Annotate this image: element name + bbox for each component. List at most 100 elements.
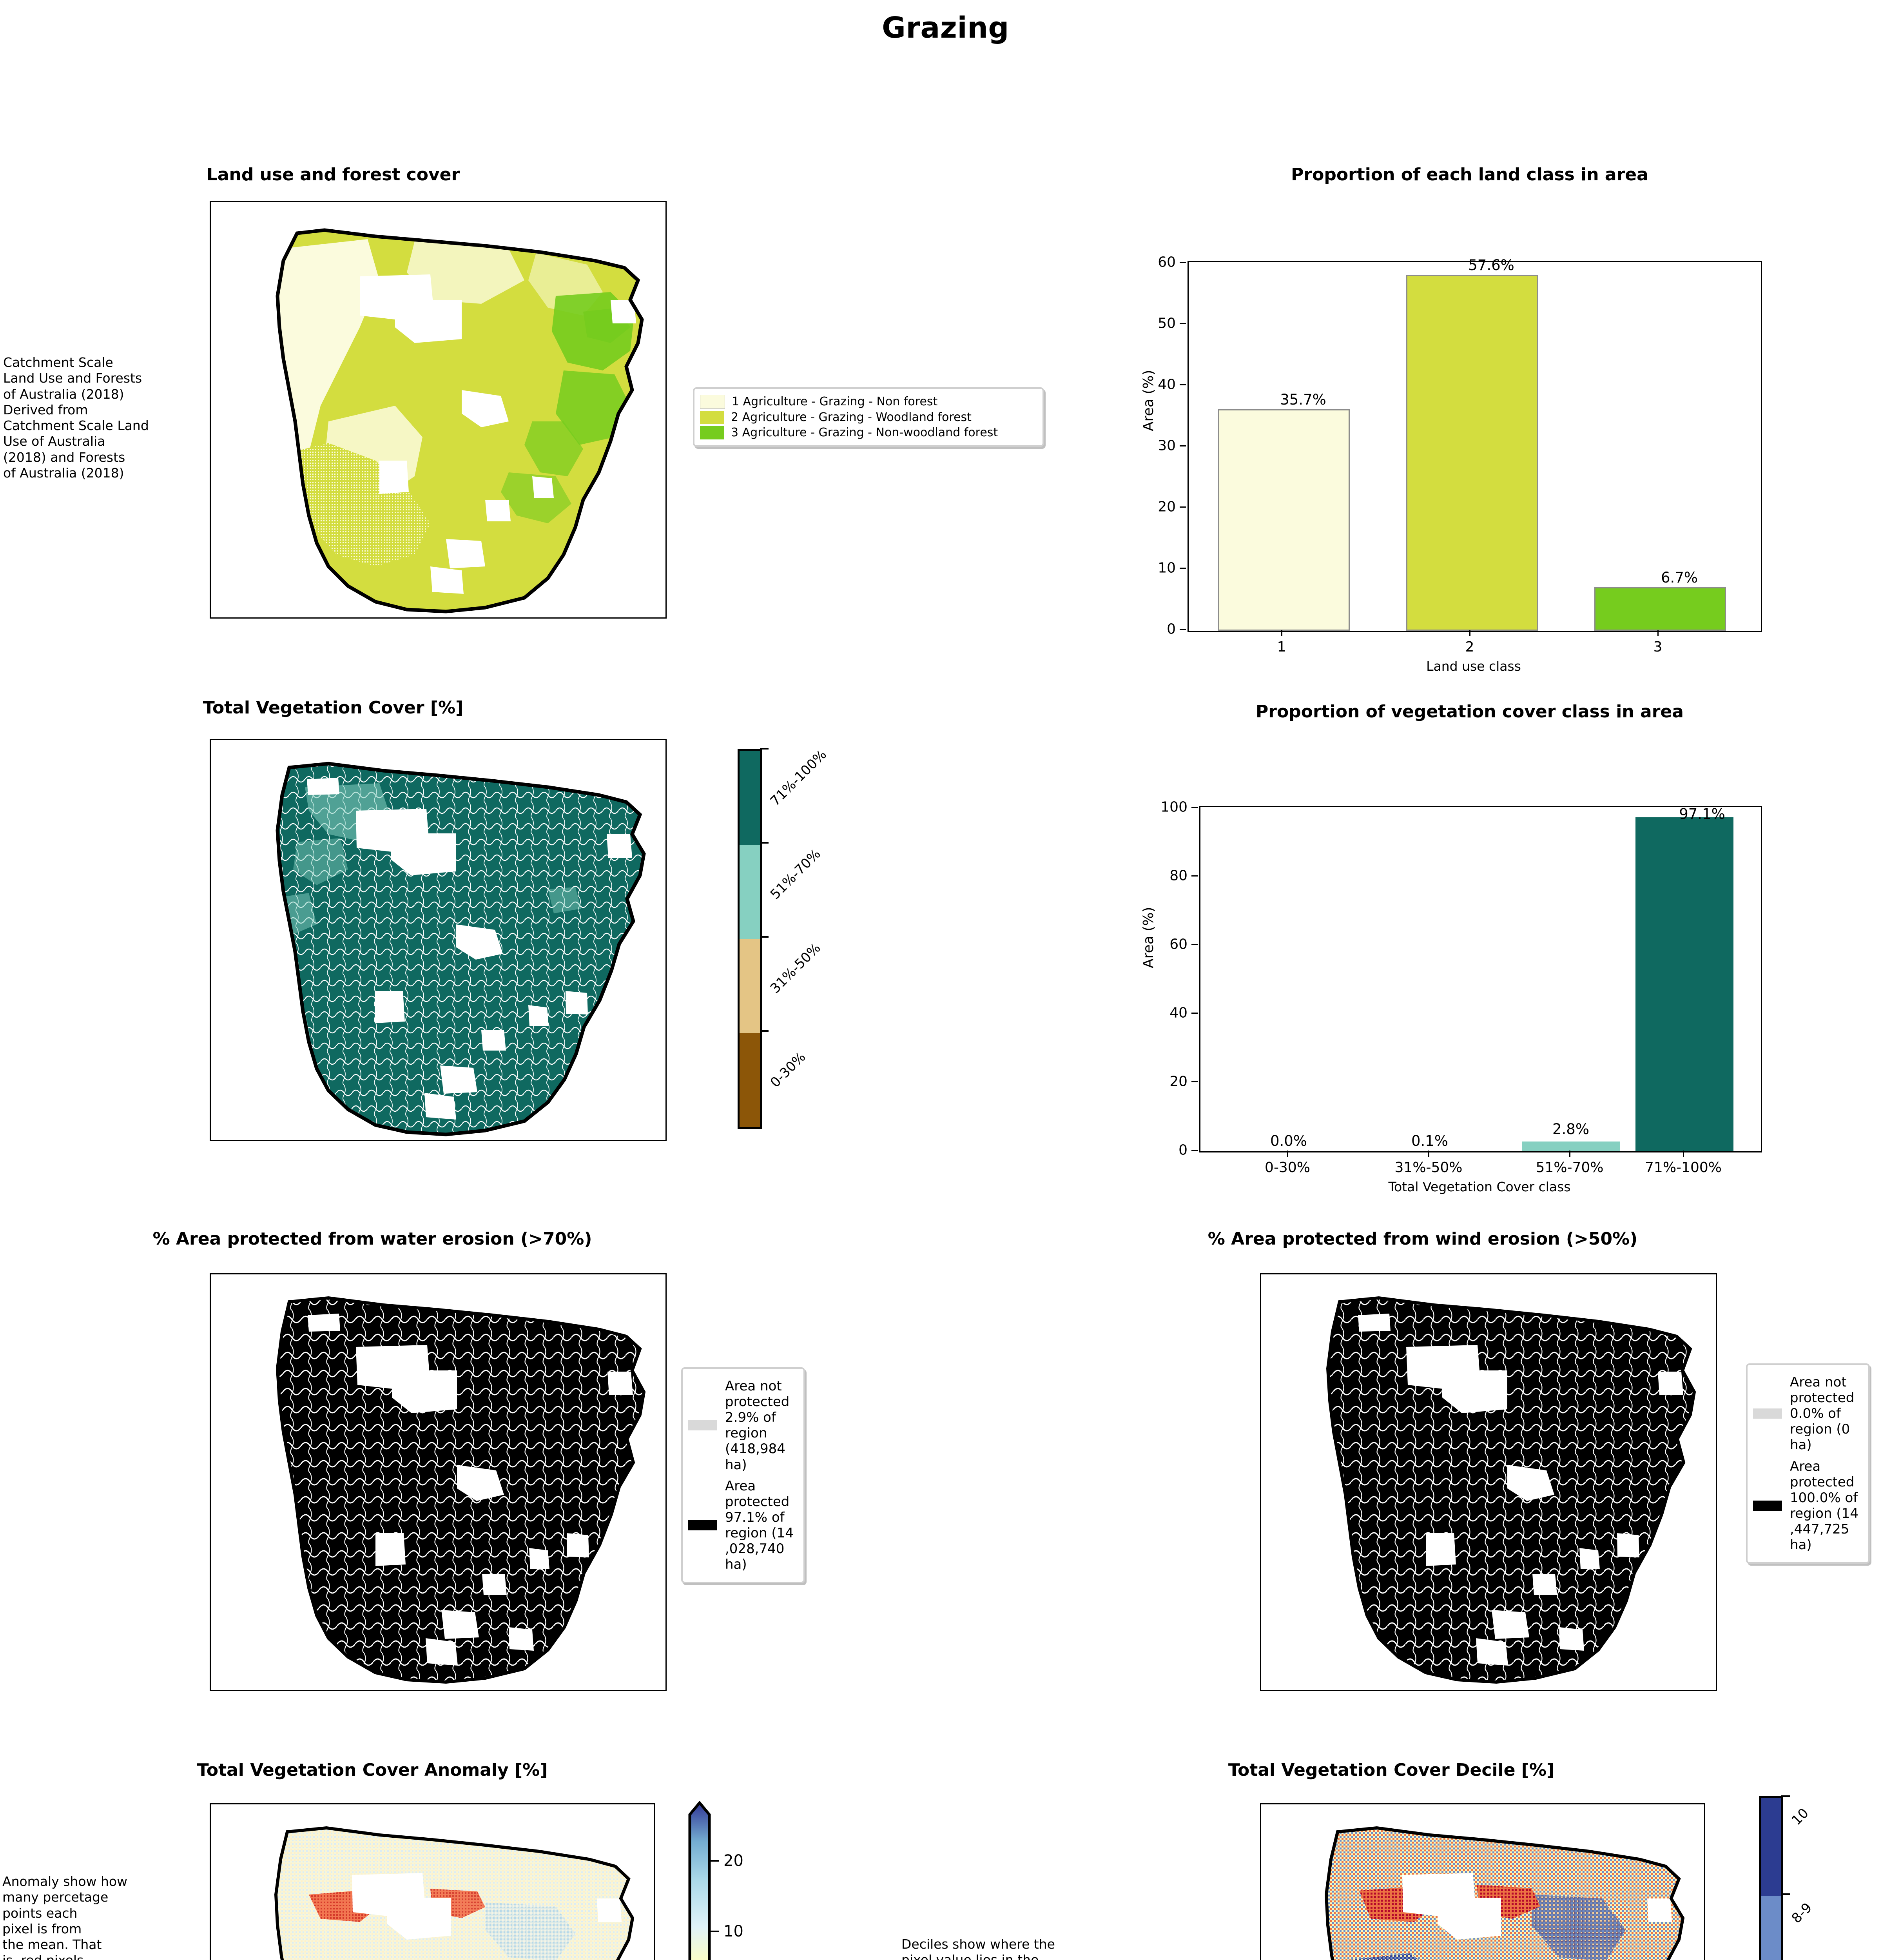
- map-tick: [210, 806, 211, 807]
- bar-veg-71-100[interactable]: [1635, 817, 1733, 1151]
- legend-label-class2: 2 Agriculture - Grazing - Woodland fores…: [731, 410, 972, 425]
- wind-erosion-map-title: % Area protected from wind erosion (>50%…: [1207, 1229, 1638, 1249]
- colorbar-tick: [710, 1931, 719, 1932]
- colorbar-segment-51-70: [740, 845, 760, 939]
- decile-map[interactable]: [1260, 1803, 1705, 1960]
- axis-tick-label: 40: [1158, 376, 1176, 393]
- map-tick: [210, 1608, 211, 1609]
- map-tick: [1260, 1870, 1261, 1871]
- map-tick: [1260, 1431, 1261, 1432]
- legend-item[interactable]: Area protected 100.0% of region (14 ,447…: [1753, 1459, 1863, 1553]
- veg-class-chart[interactable]: Area (%) 0 20 40 60 80 100 0.0% 0.1% 2.8…: [1129, 745, 1826, 1194]
- axis-tick: [1683, 1151, 1684, 1157]
- axis-tick: [1191, 807, 1198, 808]
- map-tick: [210, 892, 211, 893]
- bar-value-veg-51-70: 2.8%: [1552, 1121, 1589, 1138]
- veg-class-chart-title: Proportion of vegetation cover class in …: [1256, 702, 1684, 722]
- axis-tick-label: 30: [1158, 437, 1176, 454]
- land-class-chart[interactable]: Area (%) 0 10 20 30 40 50 60 35.7% 57.6%…: [1129, 212, 1826, 674]
- bar-class-2[interactable]: [1406, 275, 1538, 631]
- axis-tick: [1191, 1081, 1198, 1082]
- legend-item[interactable]: Area not protected 2.9% of region (418,9…: [688, 1378, 798, 1473]
- map-tick: [210, 1431, 211, 1432]
- map-tick: [1260, 1608, 1261, 1609]
- axis-tick-label: 50: [1158, 315, 1176, 332]
- legend-label-protected: Area protected 97.1% of region (14 ,028,…: [725, 1478, 794, 1573]
- wind-erosion-legend: Area not protected 0.0% of region (0 ha)…: [1746, 1363, 1870, 1564]
- water-erosion-map[interactable]: [210, 1273, 667, 1691]
- legend-item[interactable]: Area not protected 0.0% of region (0 ha): [1753, 1374, 1863, 1453]
- land-class-chart-title: Proportion of each land class in area: [1291, 165, 1648, 185]
- anomaly-map-title: Total Vegetation Cover Anomaly [%]: [197, 1760, 548, 1780]
- legend-item[interactable]: Area protected 97.1% of region (14 ,028,…: [688, 1478, 798, 1573]
- map-tick: [295, 1140, 296, 1141]
- axis-tick: [1287, 1151, 1288, 1157]
- axis-tick: [1191, 944, 1198, 945]
- axis-tick: [1469, 630, 1470, 636]
- decile-explainer-note: Deciles show where the pixel value lies …: [901, 1936, 1055, 1960]
- colorbar-label-20: 20: [723, 1852, 743, 1870]
- map-tick: [393, 1690, 394, 1691]
- colorbar-label-51-70: 51%-70%: [767, 846, 824, 903]
- anomaly-map[interactable]: [210, 1803, 655, 1960]
- axis-tick-label: 60: [1158, 254, 1176, 270]
- colorbar-tick: [760, 1030, 769, 1032]
- land-use-map[interactable]: [210, 201, 667, 619]
- axis-tick-label: 1: [1277, 639, 1286, 655]
- colorbar-tick: [760, 936, 769, 938]
- axis-tick: [1180, 506, 1186, 508]
- map-tick: [210, 978, 211, 980]
- anomaly-explainer-note: Anomaly show how many percetage points e…: [2, 1874, 128, 1960]
- map-tick: [210, 1870, 211, 1871]
- axis-tick-label: 60: [1169, 936, 1188, 953]
- map-tick: [210, 272, 211, 274]
- decile-colorbar[interactable]: [1759, 1796, 1783, 1960]
- axis-tick: [1428, 1151, 1429, 1157]
- map-tick: [589, 1690, 590, 1691]
- veg-cover-map[interactable]: [210, 739, 667, 1141]
- legend-item[interactable]: 3 Agriculture - Grazing - Non-woodland f…: [700, 426, 1037, 439]
- colorbar-segment-8-9: [1761, 1896, 1781, 1960]
- map-tick: [1260, 1345, 1261, 1346]
- map-tick: [210, 1065, 211, 1066]
- map-tick: [295, 617, 296, 619]
- legend-swatch-protected: [688, 1520, 717, 1530]
- bar-value-veg-0-30: 0.0%: [1270, 1132, 1307, 1149]
- axis-tick-label: 31%-50%: [1394, 1160, 1463, 1176]
- map-tick: [1345, 1690, 1347, 1691]
- map-tick: [295, 1690, 296, 1691]
- axis-tick: [1191, 1013, 1198, 1014]
- wind-erosion-map[interactable]: [1260, 1273, 1717, 1691]
- map-tick: [210, 1956, 211, 1958]
- legend-label-class1: 1 Agriculture - Grazing - Non forest: [732, 395, 938, 409]
- water-erosion-map-title: % Area protected from water erosion (>70…: [152, 1229, 592, 1249]
- axis-tick: [1180, 445, 1186, 446]
- veg-cover-colorbar[interactable]: [738, 749, 762, 1129]
- bar-class-1[interactable]: [1218, 409, 1350, 631]
- colorbar-label-71-100: 71%-100%: [767, 747, 830, 809]
- bar-class-3[interactable]: [1594, 587, 1726, 631]
- water-erosion-map-graphic: [276, 1296, 646, 1684]
- colorbar-label-0-30: 0-30%: [767, 1049, 809, 1091]
- axis-tick: [1180, 629, 1186, 630]
- map-tick: [589, 1140, 590, 1141]
- map-tick: [491, 1140, 492, 1141]
- legend-label-not-protected: Area not protected 2.9% of region (418,9…: [725, 1378, 790, 1473]
- decile-map-title: Total Vegetation Cover Decile [%]: [1228, 1760, 1555, 1780]
- legend-item[interactable]: 1 Agriculture - Grazing - Non forest: [700, 395, 1037, 409]
- land-use-map-graphic: [276, 228, 644, 613]
- colorbar-segment-31-50: [740, 939, 760, 1033]
- anomaly-colorbar[interactable]: [687, 1801, 713, 1960]
- map-tick: [210, 1519, 211, 1521]
- land-use-source-note: Catchment Scale Land Use and Forests of …: [3, 355, 149, 481]
- map-tick: [210, 447, 211, 448]
- bar-veg-51-70[interactable]: [1522, 1142, 1620, 1151]
- axis-tick-label: 10: [1158, 560, 1176, 576]
- page-title: Grazing: [882, 11, 1009, 45]
- colorbar-segment-0-30: [740, 1033, 760, 1127]
- land-class-chart-xlabel: Land use class: [1426, 659, 1521, 674]
- legend-item[interactable]: 2 Agriculture - Grazing - Woodland fores…: [700, 411, 1037, 424]
- veg-cover-map-title: Total Vegetation Cover [%]: [203, 698, 464, 718]
- colorbar-tick: [1781, 1795, 1790, 1797]
- legend-label-not-protected: Area not protected 0.0% of region (0 ha): [1790, 1374, 1855, 1453]
